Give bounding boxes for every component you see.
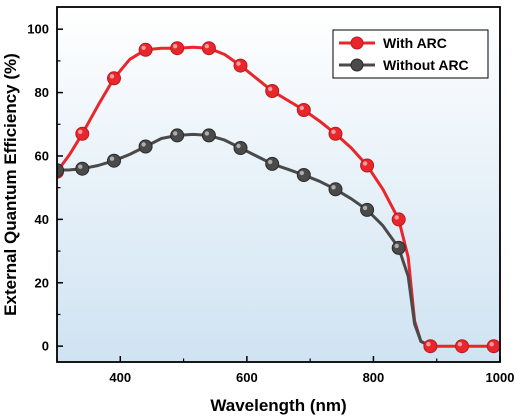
marker-highlight — [141, 142, 146, 147]
y-tick-label: 100 — [27, 22, 49, 37]
series-1-point — [201, 128, 216, 143]
marker-highlight — [362, 205, 368, 211]
marker-highlight — [426, 342, 431, 347]
legend-label-0: With ARC — [383, 35, 447, 51]
series-1-point — [138, 139, 153, 154]
marker-highlight — [331, 129, 336, 134]
y-tick-label: 80 — [35, 85, 49, 100]
y-tick-label: 60 — [35, 148, 49, 163]
series-1-point — [233, 141, 248, 155]
marker-highlight — [78, 164, 83, 169]
series-0-point — [107, 71, 121, 86]
marker-highlight — [236, 143, 241, 149]
series-1-point — [360, 202, 375, 217]
legend: With ARC Without ARC — [332, 29, 489, 79]
series-0-point — [391, 212, 406, 227]
x-tick-label: 400 — [109, 370, 131, 385]
series-1-point — [391, 240, 406, 255]
x-tick-label: 600 — [236, 370, 258, 385]
y-axis-title: External Quantum Efficiency (%) — [1, 53, 20, 316]
legend-marker-1 — [350, 58, 364, 72]
series-1-point — [75, 161, 90, 176]
marker-highlight — [299, 105, 304, 111]
series-1-point — [296, 168, 311, 182]
series-0-point — [360, 158, 375, 173]
marker-highlight — [394, 243, 399, 249]
series-1-point — [328, 182, 343, 197]
marker-highlight — [109, 74, 115, 79]
series-0-point — [138, 42, 153, 57]
x-axis-title: Wavelength (nm) — [210, 396, 346, 415]
marker-highlight — [268, 159, 273, 165]
marker-highlight — [109, 156, 115, 161]
series-0-point — [170, 41, 185, 56]
series-1-point — [57, 163, 64, 178]
series-0-point — [75, 126, 90, 141]
series-0-point — [233, 58, 248, 73]
series-0-point — [265, 84, 280, 98]
axis-ticks: 400 600 800 1000 0 20 40 60 80 100 — [27, 22, 514, 385]
marker-highlight — [362, 161, 368, 166]
marker-highlight — [457, 342, 463, 347]
marker-highlight — [173, 131, 178, 136]
marker-highlight — [299, 170, 304, 176]
y-tick-label: 40 — [35, 212, 49, 227]
series-0-point — [328, 126, 343, 141]
series-1-point — [107, 153, 121, 168]
marker-highlight — [204, 131, 210, 136]
series-0-point — [455, 339, 469, 354]
marker-highlight — [489, 342, 494, 347]
legend-label-1: Without ARC — [383, 57, 469, 73]
marker-highlight — [394, 215, 399, 220]
marker-highlight — [173, 44, 178, 49]
marker-highlight — [268, 86, 273, 92]
plot-frame — [56, 6, 501, 363]
x-tick-label: 1000 — [486, 370, 515, 385]
marker-highlight — [78, 129, 83, 134]
marker-highlight — [331, 185, 336, 190]
series-1-point — [265, 156, 280, 171]
y-tick-label: 20 — [35, 275, 49, 290]
marker-highlight — [236, 61, 241, 66]
x-tick-label: 800 — [363, 370, 385, 385]
series-0-point — [423, 339, 438, 354]
series-0-point — [486, 339, 500, 354]
y-tick-label: 0 — [42, 339, 49, 354]
marker-highlight — [141, 45, 146, 50]
series-0-point — [296, 103, 311, 117]
legend-marker-0 — [350, 36, 364, 50]
series-0-point — [201, 41, 216, 56]
marker-highlight — [204, 44, 210, 49]
series-markers — [57, 41, 500, 354]
series-1-point — [170, 128, 185, 143]
